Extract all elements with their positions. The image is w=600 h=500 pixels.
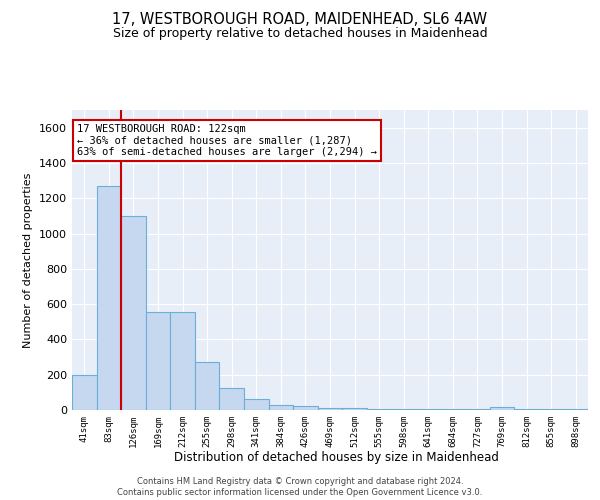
Text: Contains public sector information licensed under the Open Government Licence v3: Contains public sector information licen… (118, 488, 482, 497)
Y-axis label: Number of detached properties: Number of detached properties (23, 172, 34, 348)
Text: 17 WESTBOROUGH ROAD: 122sqm
← 36% of detached houses are smaller (1,287)
63% of : 17 WESTBOROUGH ROAD: 122sqm ← 36% of det… (77, 124, 377, 158)
Bar (514, 409, 539, 410)
Bar (121, 216, 146, 410)
Bar (146, 312, 170, 410)
Bar (416, 409, 440, 410)
Bar (195, 362, 220, 410)
Bar (220, 388, 244, 410)
Bar (391, 409, 416, 410)
Bar (465, 409, 490, 410)
Bar (244, 400, 269, 410)
Text: 17, WESTBOROUGH ROAD, MAIDENHEAD, SL6 4AW: 17, WESTBOROUGH ROAD, MAIDENHEAD, SL6 4A… (112, 12, 488, 28)
Text: Distribution of detached houses by size in Maidenhead: Distribution of detached houses by size … (173, 451, 499, 464)
Bar (367, 409, 391, 410)
Bar (539, 409, 563, 410)
Bar (293, 406, 318, 410)
Bar (72, 374, 97, 410)
Bar (170, 312, 195, 410)
Bar (269, 404, 293, 410)
Bar (563, 409, 588, 410)
Text: Contains HM Land Registry data © Crown copyright and database right 2024.: Contains HM Land Registry data © Crown c… (137, 476, 463, 486)
Text: Size of property relative to detached houses in Maidenhead: Size of property relative to detached ho… (113, 28, 487, 40)
Bar (97, 186, 121, 410)
Bar (440, 409, 465, 410)
Bar (318, 408, 342, 410)
Bar (490, 408, 514, 410)
Bar (342, 408, 367, 410)
